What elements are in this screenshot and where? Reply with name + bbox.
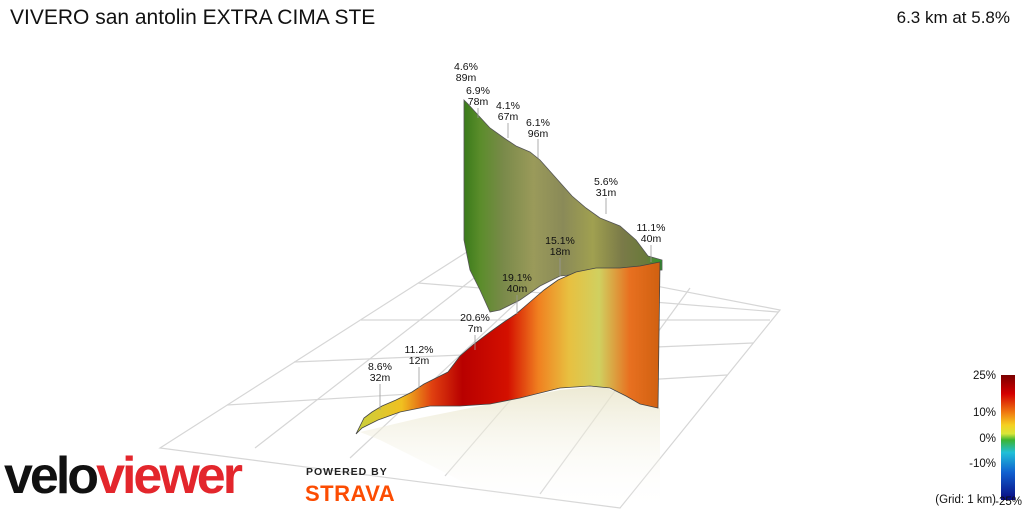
veloviewer-logo: veloviewer bbox=[4, 447, 243, 505]
scale-tick-25: 25% bbox=[973, 370, 996, 382]
strava-logo: STRAVA bbox=[305, 481, 396, 506]
segment-grade-label: 19.1% bbox=[502, 272, 532, 284]
route-summary: 6.3 km at 5.8% bbox=[896, 8, 1010, 27]
segment-labels: 8.6%32m11.2%12m20.6%7m19.1%40m15.1%18m11… bbox=[368, 61, 665, 384]
profile-reflection bbox=[360, 386, 660, 512]
grid-note: (Grid: 1 km) bbox=[935, 494, 996, 506]
segment-grade-label: 20.6% bbox=[460, 312, 490, 324]
scale-tick-10: 10% bbox=[973, 407, 996, 419]
segment-length-label: 67m bbox=[498, 111, 519, 123]
segment-grade-label: 8.6% bbox=[368, 361, 392, 373]
segment-length-label: 89m bbox=[456, 72, 477, 84]
segment-grade-label: 4.1% bbox=[496, 100, 520, 112]
segment-length-label: 96m bbox=[528, 128, 549, 140]
scale-tick-0: 0% bbox=[979, 433, 996, 445]
segment-length-label: 40m bbox=[507, 283, 528, 295]
segment-grade-label: 5.6% bbox=[594, 176, 618, 188]
segment-length-label: 31m bbox=[596, 187, 617, 199]
segment-grade-label: 11.2% bbox=[405, 344, 434, 356]
segment-length-label: 78m bbox=[468, 96, 489, 108]
segment-length-label: 18m bbox=[550, 246, 571, 258]
profile-lower-section bbox=[355, 261, 661, 435]
segment-grade-label: 4.6% bbox=[454, 61, 478, 73]
profile-upper-section bbox=[463, 99, 663, 313]
powered-by-label: POWERED BY bbox=[306, 466, 388, 478]
segment-length-label: 32m bbox=[370, 372, 391, 384]
logo-viewer: viewer bbox=[96, 447, 243, 505]
segment-length-label: 12m bbox=[409, 355, 430, 367]
segment-length-label: 40m bbox=[641, 233, 662, 245]
label-leaders bbox=[379, 108, 652, 410]
scale-tick-minus10: -10% bbox=[969, 458, 996, 470]
segment-grade-label: 15.1% bbox=[545, 235, 575, 247]
segment-grade-label: 6.9% bbox=[466, 85, 490, 97]
segment-length-label: 7m bbox=[468, 323, 483, 335]
grade-scale-bar bbox=[1001, 375, 1015, 500]
route-title: VIVERO san antolin EXTRA CIMA STE bbox=[10, 6, 376, 29]
segment-grade-label: 11.1% bbox=[637, 222, 666, 234]
segment-grade-label: 6.1% bbox=[526, 117, 550, 129]
logo-velo: velo bbox=[4, 447, 99, 505]
scale-tick-minus25: -25% bbox=[995, 496, 1022, 508]
